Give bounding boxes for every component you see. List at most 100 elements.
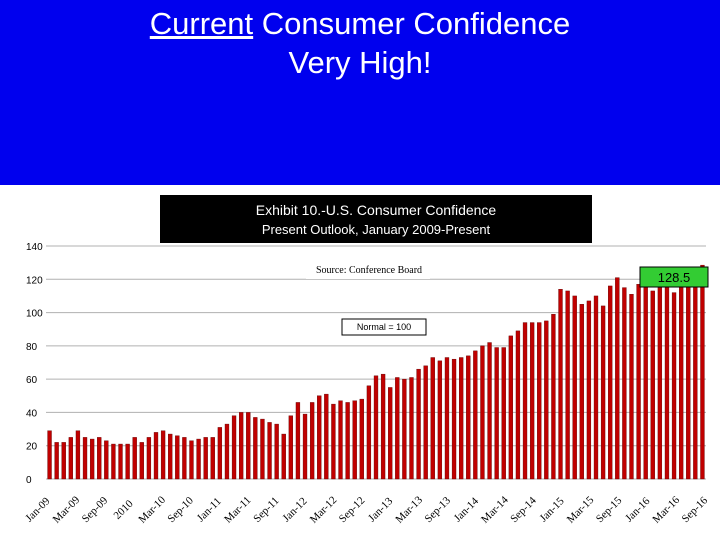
bar (608, 285, 613, 480)
bar (395, 377, 400, 480)
bar (146, 437, 152, 480)
x-tick-label: Mar-11 (222, 494, 253, 525)
bar (444, 357, 450, 480)
bar (309, 402, 315, 480)
bar (423, 365, 428, 480)
bar (388, 387, 393, 480)
bar (537, 322, 542, 480)
bar (97, 437, 102, 480)
bar (473, 350, 478, 480)
x-tick-label: Mar-15 (565, 494, 597, 526)
x-tick-label: Mar-14 (479, 494, 511, 526)
bar (47, 430, 52, 480)
bar (679, 285, 684, 480)
bar (260, 418, 265, 480)
bar (657, 287, 663, 480)
bar (352, 400, 357, 480)
x-tick-label: Sep-12 (337, 495, 368, 526)
bar (508, 335, 513, 480)
bar (196, 438, 201, 480)
x-tick-label: Sep-11 (251, 495, 281, 525)
bar (210, 437, 215, 480)
latest-value-callout-box (639, 266, 709, 288)
bar (366, 385, 372, 480)
bar (487, 342, 492, 480)
bar (54, 442, 59, 480)
bar (380, 373, 386, 480)
bar (338, 400, 343, 480)
chart-panel: Exhibit 10.-U.S. Consumer Confidence Pre… (0, 185, 720, 540)
bar (430, 357, 435, 480)
bar (68, 437, 73, 480)
y-tick-label: 120 (26, 275, 43, 286)
bar (402, 378, 407, 480)
bar (643, 284, 648, 480)
bar (622, 287, 627, 480)
bar (153, 432, 159, 480)
bar (75, 430, 81, 480)
x-tick-label: Jan-12 (280, 495, 309, 524)
bar (324, 393, 329, 480)
bar (572, 295, 577, 480)
bar (231, 415, 237, 480)
bar-series (47, 264, 705, 480)
bar (501, 347, 506, 480)
slide-title-rest: Consumer Confidence (253, 6, 571, 41)
normal-annotation-box (341, 318, 427, 336)
bar (203, 437, 208, 480)
bar (281, 433, 286, 480)
bar (246, 412, 251, 480)
bar (267, 422, 272, 480)
slide-title-line1: Current Consumer Confidence (0, 4, 720, 43)
bar (437, 360, 443, 480)
bar (295, 402, 301, 480)
x-tick-label: Jan-13 (366, 495, 396, 525)
bar (671, 292, 677, 480)
x-tick-label: Jan-14 (452, 495, 482, 525)
bar (239, 412, 244, 480)
slide-title-underlined-word: Current (149, 6, 254, 41)
y-tick-label: 40 (26, 408, 38, 419)
bar (466, 355, 471, 480)
bar (345, 402, 350, 480)
bar (522, 322, 528, 480)
bar (132, 437, 137, 480)
bar (686, 280, 691, 480)
x-tick-label: Sep-09 (80, 494, 111, 525)
x-tick-label: Sep-13 (423, 494, 454, 525)
bar (224, 423, 230, 480)
bar (125, 443, 130, 480)
x-tick-label: Mar-09 (51, 494, 83, 526)
bar (274, 423, 279, 480)
normal-annotation: Normal = 100 (357, 322, 411, 332)
y-tick-label: 0 (26, 475, 32, 486)
bar (160, 430, 166, 480)
bar (217, 427, 223, 480)
y-tick-label: 140 (26, 242, 43, 253)
bar (565, 290, 570, 480)
bar (331, 403, 336, 480)
bar (111, 443, 116, 480)
bar (480, 345, 485, 480)
bar (409, 377, 414, 480)
latest-value-callout: 128.5 (658, 270, 691, 285)
bar (629, 294, 634, 480)
x-tick-label: Jan-09 (23, 495, 53, 525)
bar (615, 277, 620, 480)
bar (586, 300, 592, 480)
x-tick-label: Mar-13 (393, 494, 425, 526)
bar (558, 289, 563, 480)
bar (302, 413, 308, 480)
bar (664, 285, 670, 480)
bar (288, 415, 293, 480)
bar (700, 264, 705, 480)
y-tick-label: 80 (26, 342, 38, 353)
source-label: Source: Conference Board (316, 265, 422, 276)
x-tick-label: Sep-14 (508, 494, 539, 525)
bar (168, 433, 173, 480)
bar (253, 417, 258, 480)
bar (693, 270, 698, 480)
y-tick-label: 60 (26, 375, 38, 386)
y-tick-label: 20 (26, 442, 38, 453)
bar (373, 375, 379, 480)
